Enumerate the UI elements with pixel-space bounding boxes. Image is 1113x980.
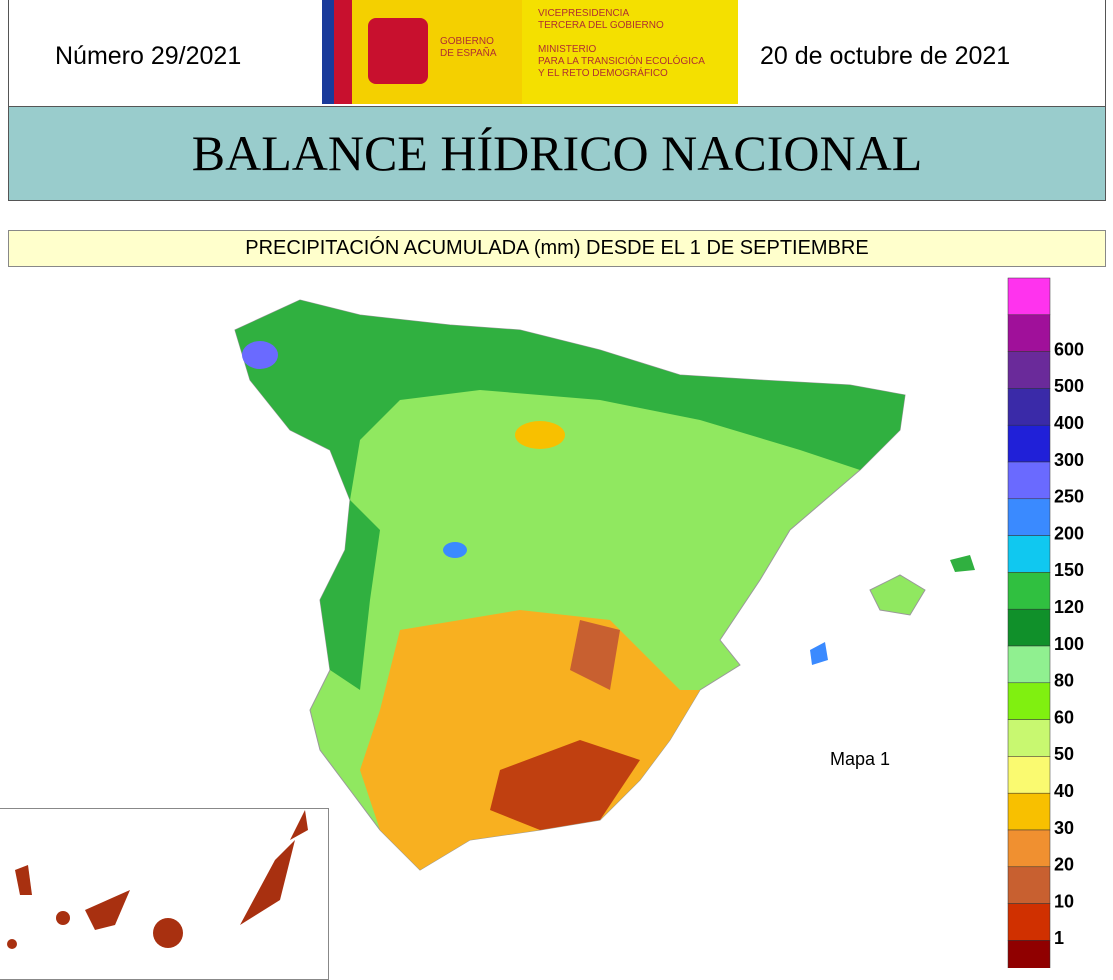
legend-label: 400 xyxy=(1054,413,1084,433)
north-wet xyxy=(235,300,905,500)
logo-line: GOBIERNO xyxy=(440,36,494,47)
island xyxy=(56,911,70,925)
wet-patch xyxy=(242,341,278,369)
dry-patch xyxy=(515,421,565,449)
logo-line: DE ESPAÑA xyxy=(440,48,497,59)
bulletin-number: Número 29/2021 xyxy=(55,42,242,70)
legend-swatch xyxy=(1007,535,1051,573)
map: Mapa 1 xyxy=(7,299,975,949)
legend-label: 250 xyxy=(1054,487,1084,507)
island xyxy=(290,810,308,840)
legend-label: 120 xyxy=(1054,597,1084,617)
legend-swatch xyxy=(1007,719,1051,757)
legend-swatch xyxy=(1007,940,1051,968)
legend-swatch xyxy=(1007,424,1051,463)
island xyxy=(7,939,17,949)
legend-swatch xyxy=(1007,498,1051,536)
legend-label: 60 xyxy=(1054,707,1074,727)
west-wet xyxy=(320,500,380,690)
subtitle: PRECIPITACIÓN ACUMULADA (mm) DESDE EL 1 … xyxy=(8,230,1106,267)
eu-stripe xyxy=(322,0,334,104)
legend-swatch xyxy=(1007,572,1051,610)
title: BALANCE HÍDRICO NACIONAL xyxy=(8,106,1106,201)
logo-line: MINISTERIO xyxy=(538,44,597,55)
government-logo: GOBIERNO DE ESPAÑA xyxy=(322,0,522,104)
legend-label: 150 xyxy=(1054,560,1084,580)
ministry-logo: VICEPRESIDENCIA TERCERA DEL GOBIERNO MIN… xyxy=(522,0,738,104)
island xyxy=(153,918,183,948)
map-label: Mapa 1 xyxy=(830,749,890,769)
bulletin-date: 20 de octubre de 2021 xyxy=(760,42,1011,70)
legend-label: 40 xyxy=(1054,781,1074,801)
logo-line: PARA LA TRANSICIÓN ECOLÓGICA xyxy=(538,56,705,67)
legend-label: 300 xyxy=(1054,450,1084,470)
legend-label: 600 xyxy=(1054,339,1084,359)
legend-swatch xyxy=(1007,314,1051,352)
legend-swatch xyxy=(1007,461,1051,500)
legend-swatch xyxy=(1007,682,1051,720)
legend-label: 10 xyxy=(1054,891,1074,911)
logo-line: VICEPRESIDENCIA xyxy=(538,8,630,19)
legend-label: 500 xyxy=(1054,376,1084,396)
legend-swatch xyxy=(1007,829,1051,868)
legend-label: 20 xyxy=(1054,855,1074,875)
gobierno-text: GOBIERNO DE ESPAÑA xyxy=(440,36,497,60)
legend-label: 100 xyxy=(1054,634,1084,654)
wet-patch xyxy=(443,542,467,558)
legend-swatch xyxy=(1007,903,1051,941)
legend-label: 80 xyxy=(1054,671,1074,691)
logo-line: Y EL RETO DEMOGRÁFICO xyxy=(538,68,668,79)
coat-of-arms xyxy=(368,18,428,84)
balearic-islands xyxy=(950,555,975,572)
legend-swatch xyxy=(1007,351,1051,389)
balearic-islands xyxy=(869,574,926,616)
legend-swatch xyxy=(1007,756,1051,794)
legend-label: 30 xyxy=(1054,818,1074,838)
island xyxy=(240,840,295,925)
legend-label: 0 xyxy=(1054,965,1064,968)
island xyxy=(15,865,32,895)
legend-label: 50 xyxy=(1054,744,1074,764)
legend-swatch xyxy=(1007,866,1051,904)
peninsula xyxy=(234,299,906,871)
dry-patch xyxy=(570,620,620,690)
southeast-dry xyxy=(490,740,640,830)
canary-islands xyxy=(7,810,308,949)
legend-swatch xyxy=(1007,388,1051,426)
legend: 6005004003002502001501201008060504030201… xyxy=(1007,277,1084,968)
south-dry xyxy=(360,610,700,870)
legend-label: 1 xyxy=(1054,928,1064,948)
legend-swatch xyxy=(1007,792,1051,831)
legend-swatch xyxy=(1007,608,1051,647)
legend-label: 200 xyxy=(1054,523,1084,543)
logo-line: TERCERA DEL GOBIERNO xyxy=(538,20,664,31)
balearic-islands xyxy=(810,642,828,665)
legend-swatch xyxy=(1007,277,1051,316)
flag-stripe xyxy=(334,0,352,104)
legend-swatch xyxy=(1007,645,1051,684)
island xyxy=(85,890,130,930)
